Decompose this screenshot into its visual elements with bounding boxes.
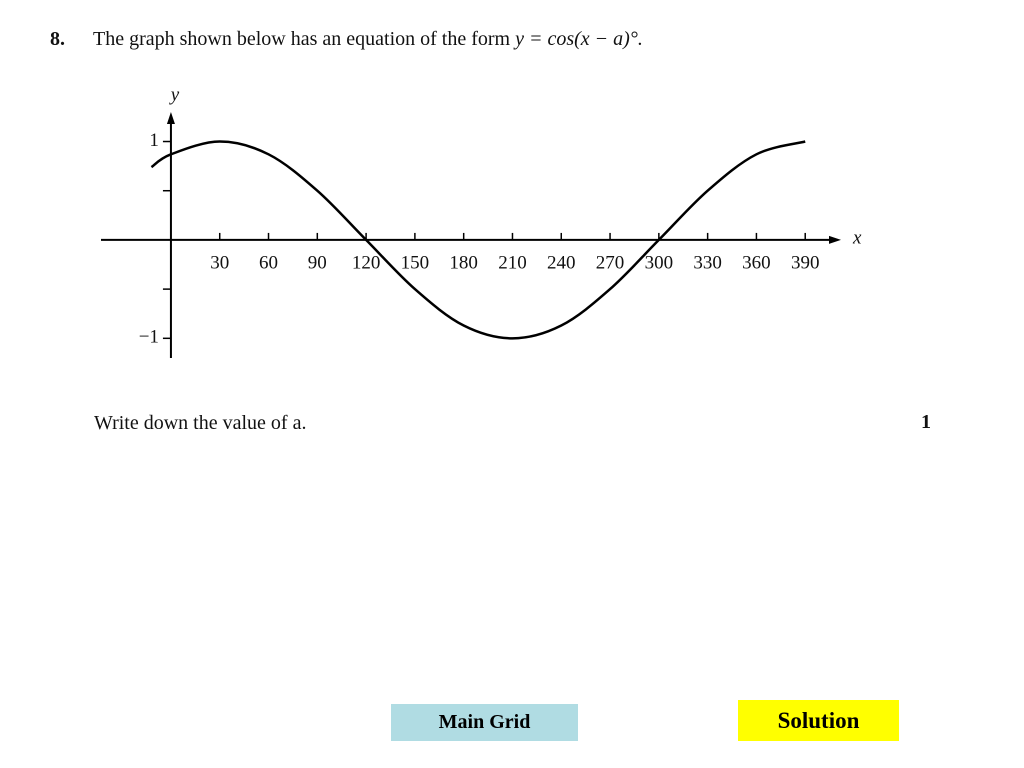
prompt: Write down the value of a. xyxy=(94,412,307,434)
x-axis-label: x xyxy=(852,227,862,248)
x-tick-label: 390 xyxy=(791,252,820,273)
x-arrow xyxy=(829,235,841,244)
x-tick-label: 30 xyxy=(210,252,229,273)
x-tick-label: 90 xyxy=(308,252,327,273)
x-tick-label: 300 xyxy=(645,252,674,273)
x-tick-label: 240 xyxy=(547,252,576,273)
y-tick-label: −1 xyxy=(139,327,159,348)
marks: 1 xyxy=(921,411,931,433)
x-tick-label: 360 xyxy=(742,252,771,273)
y-axis-label: y xyxy=(169,84,180,105)
x-tick-label: 150 xyxy=(401,252,430,273)
equation: y = cos(x − a)°. xyxy=(515,28,643,50)
main-grid-button[interactable]: Main Grid xyxy=(391,704,578,741)
x-tick-label: 120 xyxy=(352,252,381,273)
curve xyxy=(150,140,806,340)
question-text: The graph shown below has an equation of… xyxy=(93,28,643,51)
x-tick-label: 60 xyxy=(259,252,278,273)
question-text-main: The graph shown below has an equation of… xyxy=(93,28,511,50)
question-number: 8. xyxy=(50,28,65,50)
y-arrow xyxy=(166,112,175,124)
x-tick-label: 210 xyxy=(498,252,527,273)
solution-button[interactable]: Solution xyxy=(738,700,899,741)
x-tick-label: 180 xyxy=(449,252,478,273)
x-tick-label: 270 xyxy=(596,252,625,273)
x-tick-label: 330 xyxy=(693,252,722,273)
y-tick-label: 1 xyxy=(149,130,159,151)
graph: x y 30 60 90 120 150 180 210 240 270 300 330 360 390 −1… xyxy=(101,84,862,358)
